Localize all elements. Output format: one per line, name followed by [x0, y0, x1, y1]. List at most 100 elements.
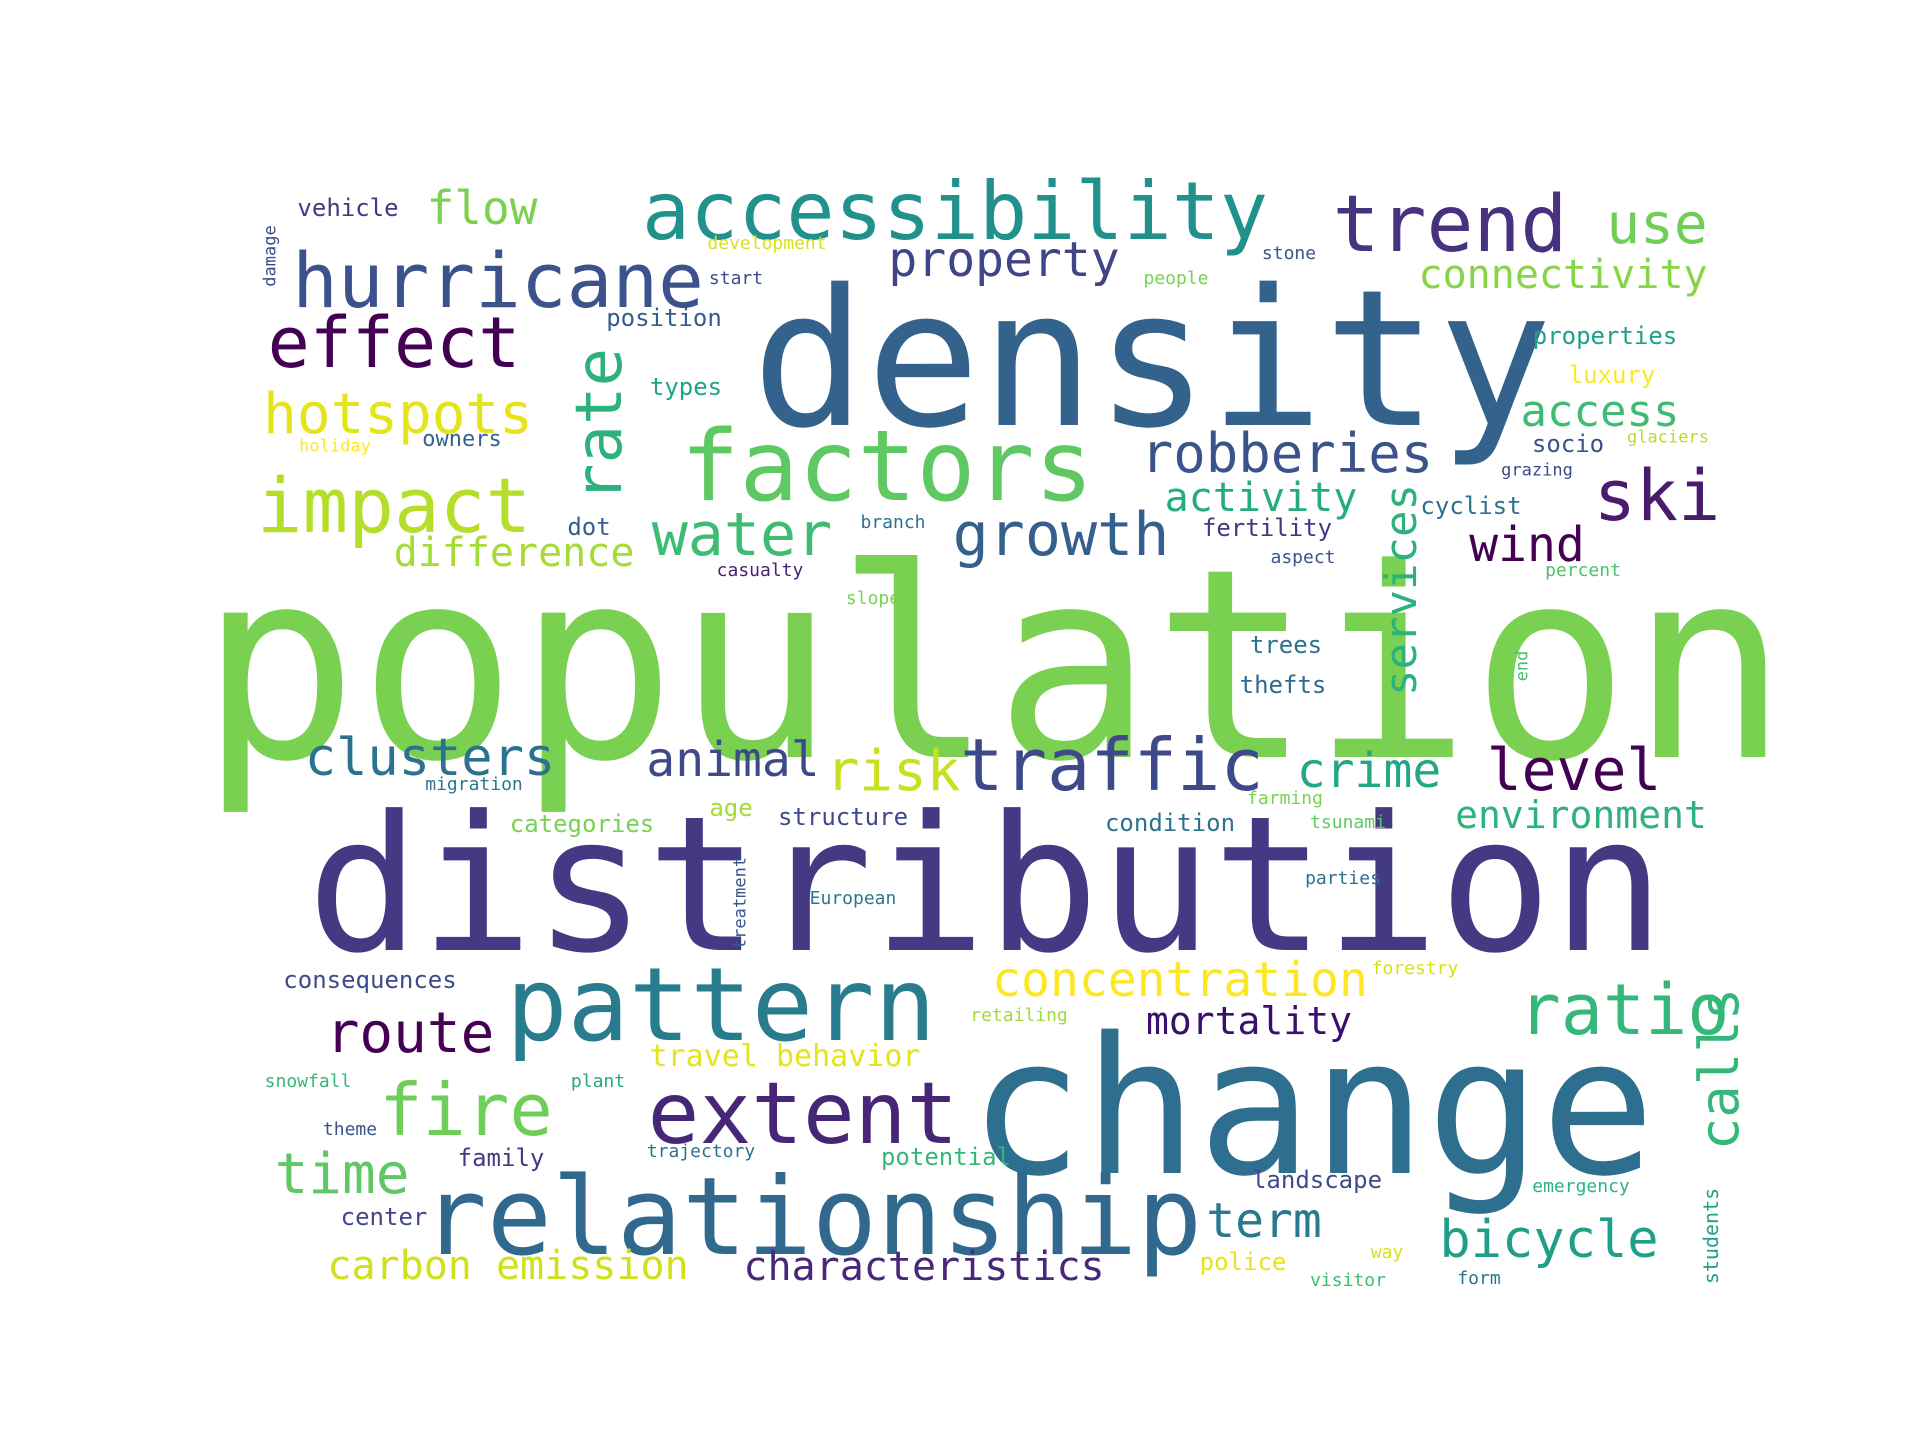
word-mortality: mortality: [1146, 999, 1352, 1043]
word-change: change: [968, 997, 1656, 1218]
word-services: services: [1376, 484, 1427, 696]
word-growth: growth: [952, 500, 1170, 570]
word-position: position: [606, 304, 722, 332]
word-clusters: clusters: [304, 728, 556, 788]
word-fire: fire: [379, 1068, 553, 1152]
word-water: water: [651, 500, 833, 570]
word-extent: extent: [647, 1064, 959, 1164]
word-structure: structure: [777, 803, 909, 831]
word-relationship: relationship: [421, 1155, 1203, 1280]
word-level: level: [1486, 736, 1662, 804]
word-snowfall: snowfall: [264, 1071, 352, 1092]
word-migration: migration: [425, 774, 523, 795]
word-factors: factors: [680, 410, 1094, 524]
word-vehicle: vehicle: [297, 194, 399, 222]
word-end: end: [1512, 650, 1533, 682]
word-calls: calls: [1688, 987, 1751, 1151]
word-distribution: distribution: [306, 776, 1666, 995]
word-crime: crime: [1296, 743, 1442, 799]
word-students: students: [1699, 1187, 1723, 1285]
word-categories: categories: [509, 810, 655, 838]
word-risk: risk: [825, 739, 961, 804]
word-robberies: robberies: [1140, 422, 1434, 485]
word-term: term: [1206, 1193, 1322, 1249]
word-animal: animal: [646, 732, 820, 788]
word-start: start: [708, 268, 764, 289]
word-tsunami: tsunami: [1310, 812, 1386, 833]
word-connectivity: connectivity: [1418, 252, 1708, 298]
word-family: family: [457, 1144, 545, 1172]
word-characteristics: characteristics: [743, 1244, 1105, 1290]
word-condition: condition: [1104, 809, 1236, 837]
word-hotspots: hotspots: [263, 382, 533, 447]
word-branch: branch: [860, 512, 926, 533]
word-trees: trees: [1249, 631, 1323, 659]
word-form: form: [1457, 1268, 1501, 1289]
word-slope: slope: [845, 588, 901, 609]
word-visitor: visitor: [1310, 1270, 1386, 1291]
word-difference: difference: [393, 530, 635, 576]
word-age: age: [709, 794, 753, 822]
word-forestry: forestry: [1371, 958, 1459, 979]
word-density: density: [751, 249, 1553, 470]
word-european: European: [809, 888, 897, 909]
word-socio: socio: [1531, 430, 1605, 458]
word-route: route: [325, 1001, 495, 1066]
word-access: access: [1520, 386, 1680, 437]
word-police: police: [1199, 1248, 1287, 1276]
word-ski: ski: [1593, 455, 1721, 537]
word-population: population: [199, 513, 1789, 820]
word-parties: parties: [1305, 868, 1381, 889]
word-percent: percent: [1545, 560, 1621, 581]
word-cyclist: cyclist: [1420, 492, 1522, 520]
word-damage: damage: [260, 225, 281, 287]
word-landscape: landscape: [1251, 1166, 1383, 1194]
word-concentration: concentration: [992, 952, 1368, 1008]
word-luxury: luxury: [1568, 361, 1656, 389]
word-flow: flow: [426, 181, 538, 235]
word-environment: environment: [1455, 793, 1707, 837]
word-center: center: [340, 1203, 428, 1231]
word-people: people: [1143, 268, 1209, 289]
word-owners: owners: [422, 427, 502, 452]
word-stone: stone: [1261, 243, 1317, 264]
word-casualty: casualty: [716, 560, 804, 581]
word-potential: potential: [880, 1143, 1012, 1171]
word-travel-behavior: travel behavior: [649, 1039, 921, 1074]
word-plant: plant: [570, 1071, 626, 1092]
word-impact: impact: [256, 461, 532, 550]
word-farming: farming: [1247, 788, 1323, 809]
word-traffic: traffic: [960, 723, 1264, 807]
word-glaciers: glaciers: [1627, 427, 1709, 448]
word-effect: effect: [267, 302, 521, 384]
word-grazing: grazing: [1501, 460, 1573, 481]
word-carbon-emission: carbon emission: [327, 1243, 689, 1289]
word-property: property: [888, 232, 1120, 288]
word-aspect: aspect: [1270, 547, 1336, 568]
word-use: use: [1606, 192, 1708, 257]
word-theme: theme: [322, 1119, 378, 1140]
word-retailing: retailing: [970, 1005, 1068, 1026]
word-activity: activity: [1164, 475, 1358, 521]
word-properties: properties: [1532, 322, 1678, 350]
word-trajectory: trajectory: [646, 1141, 756, 1162]
word-thefts: thefts: [1239, 671, 1327, 699]
word-way: way: [1370, 1242, 1404, 1263]
word-consequences: consequences: [283, 966, 457, 994]
word-pattern: pattern: [506, 946, 936, 1065]
word-dot: dot: [567, 513, 611, 541]
word-treatment: treatment: [730, 856, 751, 950]
word-wind: wind: [1469, 517, 1585, 573]
word-accessibility: accessibility: [641, 165, 1269, 258]
word-development: development: [707, 233, 827, 254]
word-fertility: fertility: [1201, 514, 1333, 542]
word-emergency: emergency: [1532, 1176, 1630, 1197]
word-ratio: ratio: [1518, 969, 1730, 1051]
word-rate: rate: [563, 347, 637, 503]
word-types: types: [649, 373, 723, 401]
word-holiday: holiday: [299, 436, 371, 457]
word-bicycle: bicycle: [1439, 1210, 1659, 1270]
word-time: time: [274, 1142, 410, 1207]
word-hurricane: hurricane: [292, 236, 704, 325]
